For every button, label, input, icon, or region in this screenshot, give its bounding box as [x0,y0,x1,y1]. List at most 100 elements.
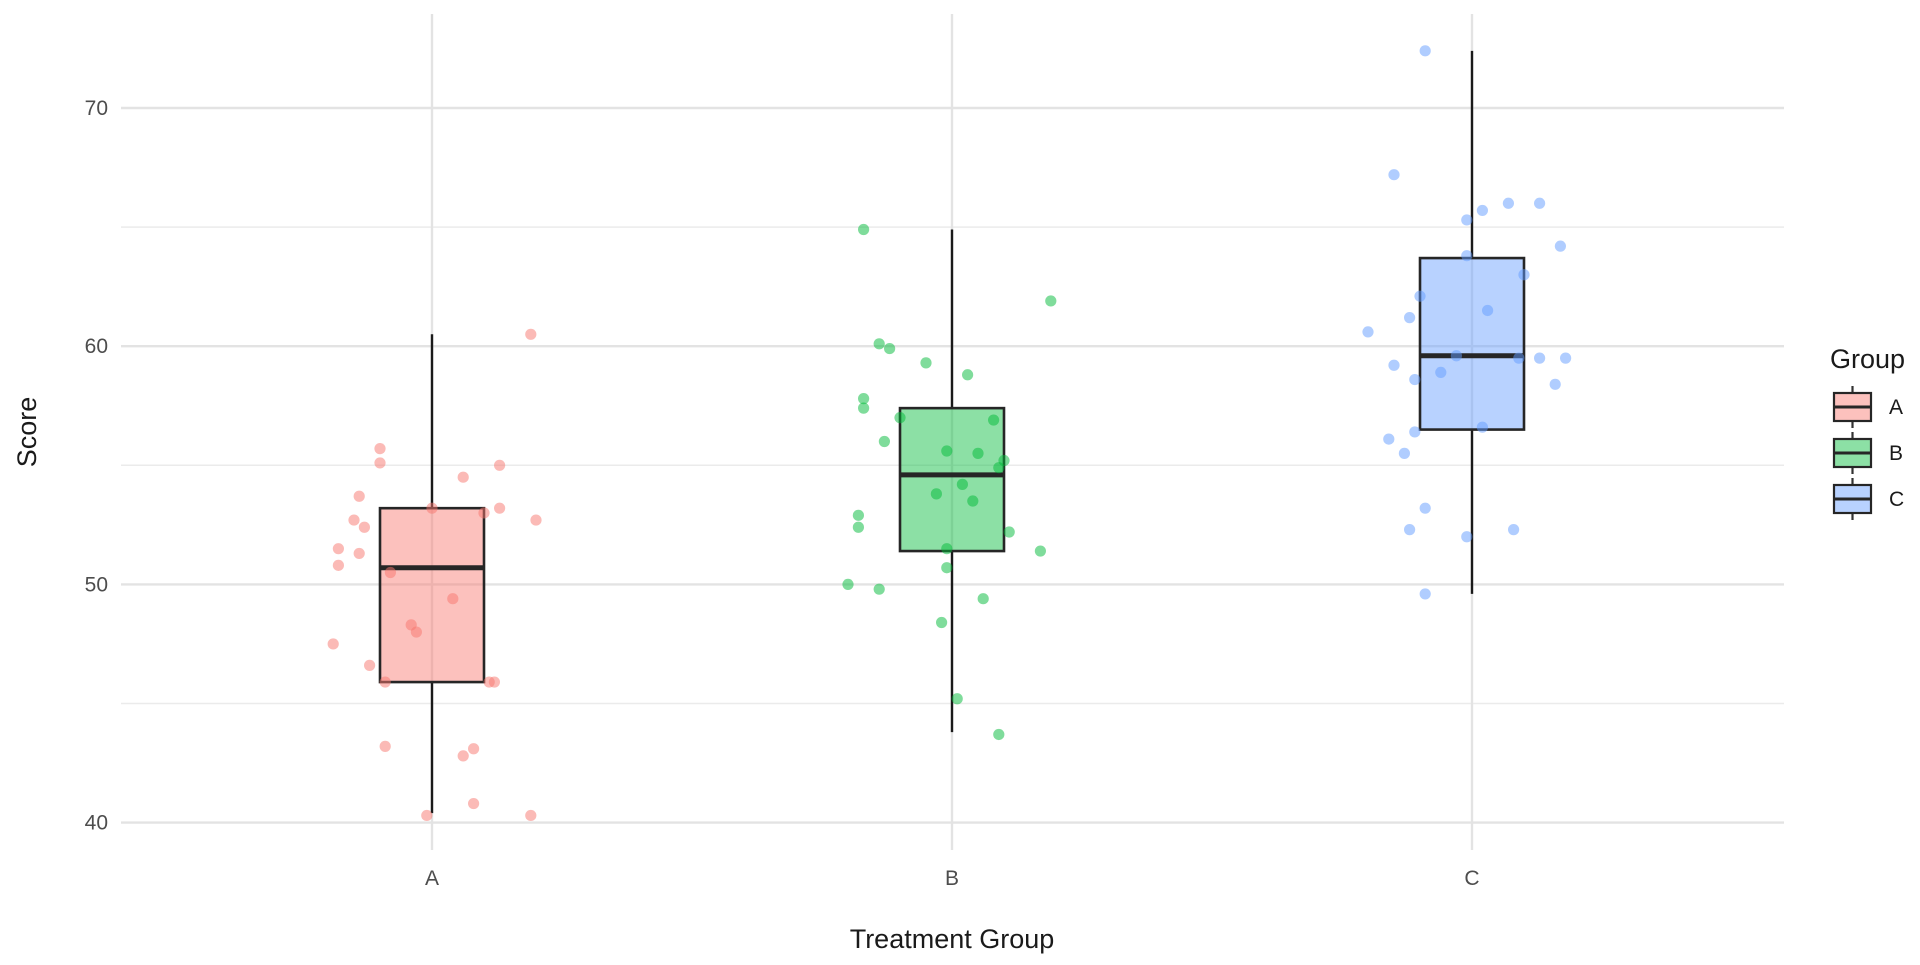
data-point [379,740,391,752]
data-point [894,412,906,424]
box-group-b [898,229,1006,733]
data-point [332,543,344,555]
box [1418,256,1526,431]
data-point [858,223,870,236]
data-point [1003,526,1015,538]
x-axis-title: Treatment Group [850,924,1055,954]
data-point [525,809,537,822]
legend-item-a: A [1832,386,1903,428]
data-point [988,414,1000,426]
data-point [884,342,896,355]
data-point [941,562,953,574]
data-point [936,616,948,629]
data-point [384,566,396,579]
data-point [426,502,438,514]
data-point [930,488,943,500]
data-point [1404,524,1416,536]
data-point [993,728,1005,741]
box-group-a [378,334,486,814]
data-point [878,435,891,448]
data-point [1362,326,1374,338]
data-point [1461,531,1473,543]
data-point [358,521,370,533]
data-point [410,626,422,638]
box-layer [378,50,1526,814]
box [378,506,486,684]
data-point [374,443,386,455]
data-point [421,809,433,822]
data-point [858,393,870,405]
box-group-c [1418,50,1526,594]
x-tick-label: B [945,867,959,890]
legend-label: B [1889,442,1903,465]
data-point [332,559,344,571]
data-point [951,693,963,705]
data-point [1476,421,1488,433]
data-point [1461,250,1473,262]
data-point [457,750,469,762]
data-point [972,447,984,459]
y-tick-label: 40 [85,812,108,835]
data-point [920,357,932,369]
data-point [1476,204,1488,217]
data-point [525,328,537,340]
data-point [530,514,542,526]
x-tick-label: A [425,867,439,890]
y-tick-label: 60 [85,335,108,358]
data-point [468,797,480,810]
legend-item-c: C [1832,478,1904,520]
data-point [1419,45,1431,57]
data-point [1461,214,1473,226]
data-point [478,507,490,519]
data-point [1560,352,1572,364]
data-point [468,743,480,755]
data-point [348,514,360,526]
data-point [1383,433,1395,445]
data-point [327,638,339,650]
legend-label: A [1889,396,1903,419]
data-point [1508,524,1520,536]
data-point [873,583,885,595]
data-point [1513,352,1525,364]
data-point [852,509,865,521]
data-point [494,459,506,471]
data-point [1419,502,1431,514]
data-point [1034,545,1046,557]
point-layer [327,45,1572,822]
data-point [1398,447,1410,459]
data-point [858,402,870,414]
data-point [842,578,854,591]
data-point [852,521,865,533]
data-point [1409,373,1421,386]
data-point [956,478,969,490]
data-point [494,502,506,514]
data-point [1534,352,1546,364]
data-point [1502,197,1514,209]
data-point [353,547,365,560]
data-point [1549,378,1561,390]
y-axis-title: Score [12,397,42,468]
data-point [488,676,500,688]
y-tick-label: 50 [85,573,108,596]
data-point [379,676,391,688]
data-point [1450,350,1462,362]
legend-title: Group [1830,344,1905,374]
data-point [374,457,386,469]
data-point [1482,304,1494,317]
data-point [1534,197,1546,209]
data-point [364,659,376,671]
data-point [1409,426,1421,438]
legend-item-b: B [1832,432,1903,474]
data-point [1045,295,1057,307]
data-point [977,593,989,605]
data-point [1404,312,1416,324]
data-point [941,543,953,555]
legend: Group ABC [1830,344,1905,520]
legend-label: C [1889,488,1904,511]
data-point [1388,169,1400,181]
data-point [967,495,979,507]
data-point [998,454,1010,467]
data-point [1419,588,1431,600]
